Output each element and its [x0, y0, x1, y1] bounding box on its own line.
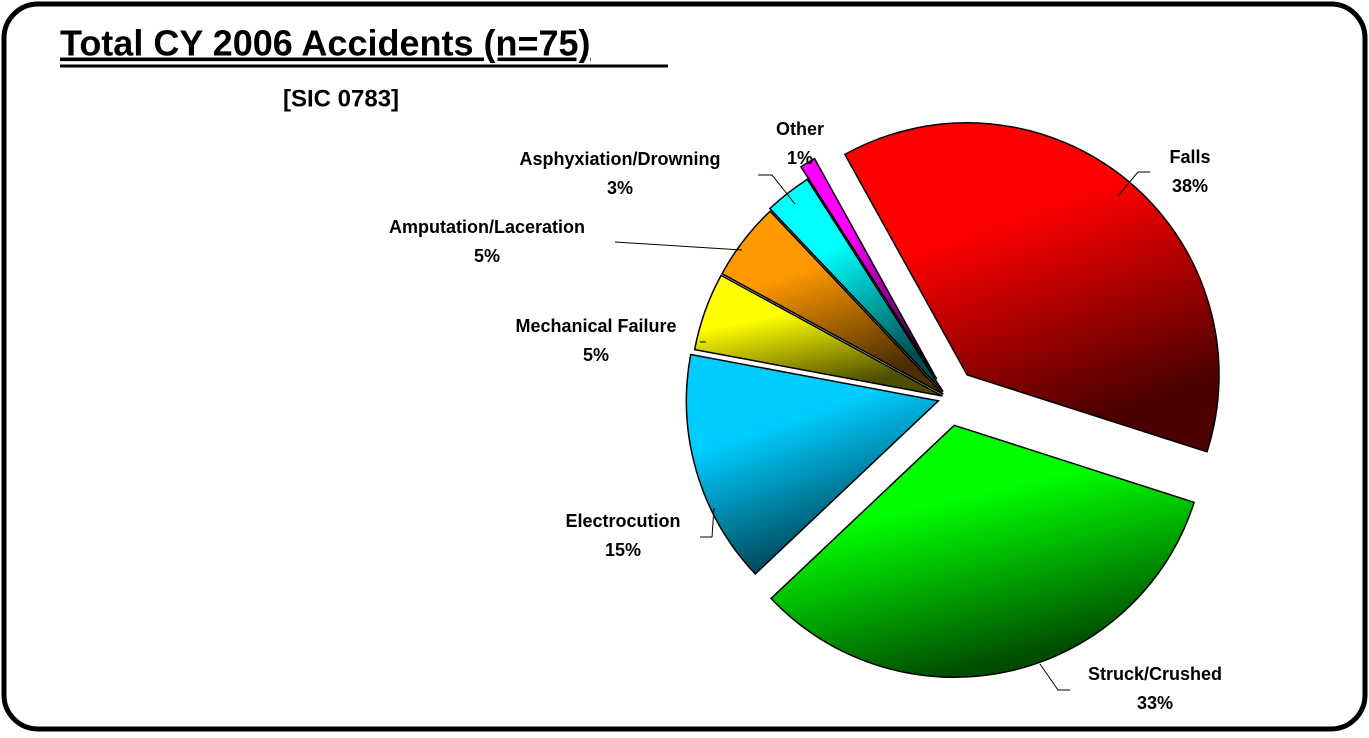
- pie: [685, 122, 1220, 679]
- pie-slice: [685, 353, 940, 576]
- pie-slice: [770, 424, 1196, 679]
- slice-label: Falls: [1169, 147, 1210, 167]
- slice-label: Amputation/Laceration: [389, 217, 585, 237]
- leader-line: [758, 174, 796, 205]
- labels: Falls 38% Struck/Crushed 33% Electrocution 15…: [389, 119, 1222, 713]
- slice-value-label: 33%: [1137, 693, 1173, 713]
- slice-value-label: 5%: [474, 246, 500, 266]
- slice-value-label: 15%: [605, 540, 641, 560]
- slice-value-label: 3%: [607, 178, 633, 198]
- slice-label: Other: [776, 119, 824, 139]
- pie-slice: [720, 210, 944, 395]
- slice-value-label: 5%: [583, 345, 609, 365]
- slice-value-label: 1%: [787, 148, 813, 168]
- leader-line: [614, 241, 743, 251]
- pie-slice: [799, 157, 938, 380]
- chart-title: Total CY 2006 Accidents (n=75): [60, 23, 591, 64]
- slice-label: Struck/Crushed: [1088, 664, 1222, 684]
- pie-slice: [768, 178, 944, 393]
- slice-label: Electrocution: [565, 511, 680, 531]
- pie-slice: [693, 274, 943, 397]
- slice-label: Asphyxiation/Drowning: [519, 149, 720, 169]
- leader-line: [700, 507, 715, 538]
- chart-subtitle: [SIC 0783]: [283, 85, 399, 112]
- leader-line: [1039, 663, 1070, 691]
- slice-value-label: 38%: [1172, 176, 1208, 196]
- leader-line: [1117, 171, 1150, 197]
- pie-slice: [843, 122, 1220, 453]
- slice-label: Mechanical Failure: [515, 316, 676, 336]
